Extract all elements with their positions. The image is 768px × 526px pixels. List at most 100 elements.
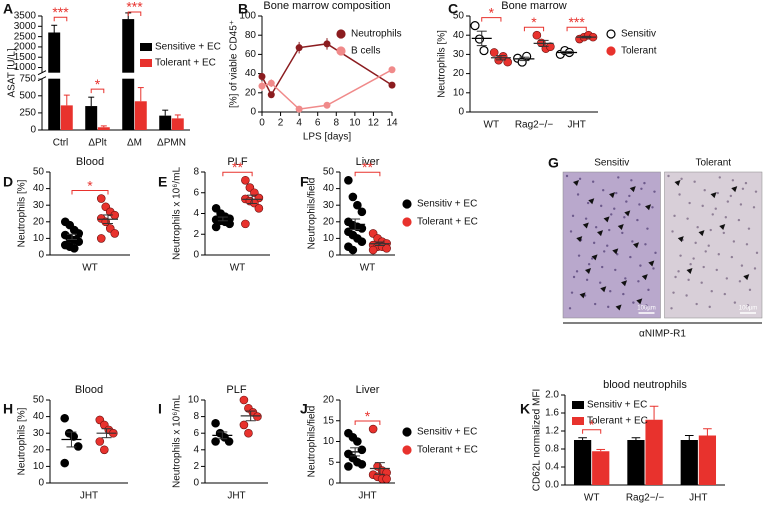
y-tick-label: 50 [323,167,335,178]
point [69,244,79,253]
arrowhead [615,304,622,311]
nucleus [696,226,699,229]
point [253,412,262,421]
point [357,445,367,455]
point [239,420,249,430]
y-tick-label: 0 [458,107,464,118]
point [225,219,234,229]
arrowhead [674,180,681,186]
x-tick-label: 0 [259,118,265,129]
x-tick-label: WT [584,493,600,504]
chart-title: PLF [226,384,246,396]
nucleus [600,265,604,269]
nucleus [623,216,626,219]
arrowhead [641,274,648,281]
nucleus [578,177,582,181]
point [96,234,106,243]
nucleus [637,280,640,283]
legend-label: Tolerant + EC [417,217,478,228]
y-tick-label: 30 [453,49,465,60]
point [96,194,106,203]
nucleus [594,226,598,229]
y-tick-label: 50 [453,11,465,22]
point [110,229,120,238]
bar [85,106,98,130]
x-tick-label: 14 [386,118,398,129]
nucleus [576,193,580,196]
y-tick-label: 4 [193,208,199,219]
nucleus [702,265,705,269]
y-tick-label: 0.4 [545,462,559,473]
significance-bracket [481,17,502,22]
nucleus [645,304,648,307]
nucleus [610,213,613,216]
point [388,66,396,74]
nucleus [622,292,625,296]
significance-bracket [90,88,105,94]
arrowhead [698,230,705,237]
bar [159,115,172,130]
significance-bracket [354,171,381,177]
arrowhead [633,242,640,249]
x-axis-label: LPS [days] [303,132,352,143]
nucleus [693,180,696,183]
y-axis-label: [%] of viable CD45⁺ [229,20,240,108]
y-tick-label: 0 [30,125,36,136]
y-tick-label: 250 [19,108,36,119]
significance-label: * [589,416,595,432]
nucleus [744,181,748,185]
significance-bracket [71,190,109,195]
nucleus [616,253,619,256]
nucleus [670,307,673,310]
y-tick-label: 0.8 [545,444,559,455]
legend-marker [336,29,346,39]
point [323,101,331,109]
nucleus [674,275,677,279]
point [357,460,367,469]
nucleus [730,255,734,259]
nucleus [571,214,575,218]
point [368,424,378,434]
legend-marker [402,445,412,455]
arrowhead [612,248,619,255]
x-tick-label: 2 [278,118,284,129]
y-tick-label: 0 [193,478,199,489]
nucleus [671,230,674,233]
point [267,79,275,87]
nucleus [599,204,603,208]
arrowhead [648,260,655,267]
nucleus [694,241,697,245]
nucleus [707,244,710,247]
nucleus [584,217,588,220]
nucleus [643,181,646,185]
nucleus [572,275,576,279]
nucleus [708,305,711,309]
point [344,176,353,185]
point [60,458,69,468]
nucleus [603,250,606,253]
panel-label: G [548,155,559,171]
nucleus [731,179,735,182]
x-tick-label: ΔM [127,138,142,149]
bar [592,451,610,485]
arrowhead [629,186,636,193]
nucleus [565,174,569,178]
bar [60,105,73,130]
nucleus [654,251,657,255]
nucleus [569,230,573,233]
point [241,176,250,185]
nucleus [568,307,572,310]
y-axis-label: CD62L normalized MFI [532,389,543,491]
y-tick-label: 2 [193,461,199,472]
nucleus [593,302,597,306]
y-axis-label: ASAT [U/L] [7,48,18,97]
significance-bracket [566,26,587,32]
nucleus [685,294,688,297]
point [368,245,378,255]
x-tick-label: WT [230,263,246,274]
panel-label: J [300,401,308,417]
arrowhead [677,236,684,243]
nucleus [632,301,635,304]
y-tick-label: 30 [323,200,335,211]
nucleus [752,206,756,209]
